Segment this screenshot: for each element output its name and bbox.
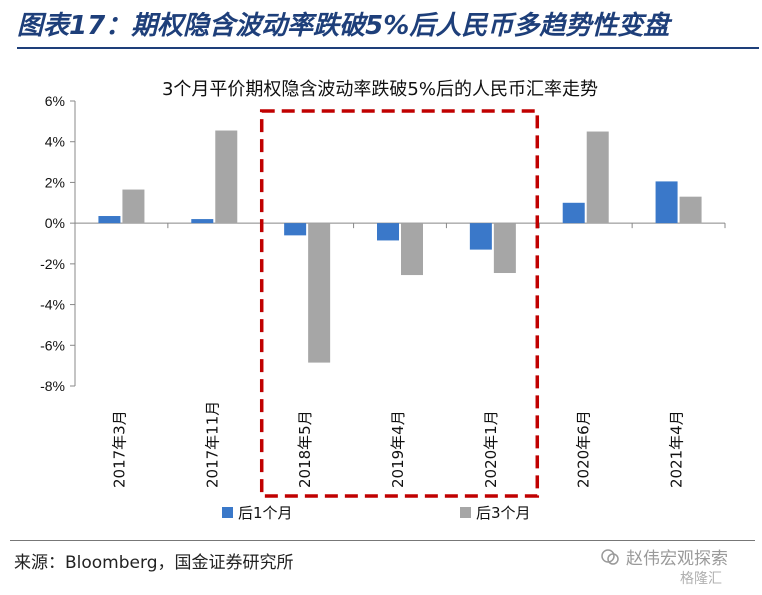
bar-series1-5 [562,202,585,224]
bar-series1-6 [655,181,678,224]
x-tick-label: 2020年6月 [575,410,593,488]
watermark-sub: 格隆汇 [680,571,722,587]
y-tick-label: 0% [45,215,65,231]
figure-title: 图表17：期权隐含波动率跌破5%后人民币多趋势性变盘 [17,11,670,41]
y-tick-label: 2% [45,174,65,190]
bar-series1-3 [377,223,399,241]
bar-series1-2 [284,223,307,236]
x-tick-label: 2021年4月 [668,410,686,488]
x-tick-label: 2017年3月 [110,410,128,488]
x-tick-label: 2020年1月 [482,410,500,488]
legend-swatch-1 [222,507,233,518]
y-tick-label: 6% [45,93,65,109]
bar-series2-4 [493,223,516,274]
bar-series1-1 [191,219,214,224]
bar-series1-0 [98,216,121,224]
bar-series2-5 [586,131,609,224]
bar-series2-0 [122,189,145,224]
bar-series1-4 [469,223,492,250]
x-tick-label: 2017年11月 [203,401,221,488]
y-tick-label: -8% [40,378,65,394]
y-tick-label: 4% [45,134,65,150]
y-tick-label: -2% [40,256,65,272]
chart-title: 3个月平价期权隐含波动率跌破5%后的人民币汇率走势 [162,79,598,100]
header-divider [17,47,759,49]
highlight-box [259,109,540,498]
watermark: 赵伟宏观探索 [600,544,728,569]
y-tick-label: -6% [40,337,65,353]
bar-series2-1 [215,130,238,224]
x-tick-label: 2019年4月 [389,410,407,488]
bar-series2-2 [308,223,331,363]
source-note: 来源：Bloomberg，国金证券研究所 [14,553,294,573]
legend-label-1: 后1个月 [238,504,293,522]
figure-header: 图表17：期权隐含波动率跌破5%后人民币多趋势性变盘 [0,0,762,54]
legend-label-2: 后3个月 [476,504,531,522]
wechat-icon [601,548,619,565]
footer-divider [10,540,755,541]
watermark-text: 赵伟宏观探索 [626,549,728,569]
bar-series2-6 [679,196,702,224]
bar-series2-3 [401,223,423,276]
x-tick-label: 2018年5月 [296,410,314,488]
y-tick-label: -4% [40,297,65,313]
legend-swatch-2 [460,507,471,518]
